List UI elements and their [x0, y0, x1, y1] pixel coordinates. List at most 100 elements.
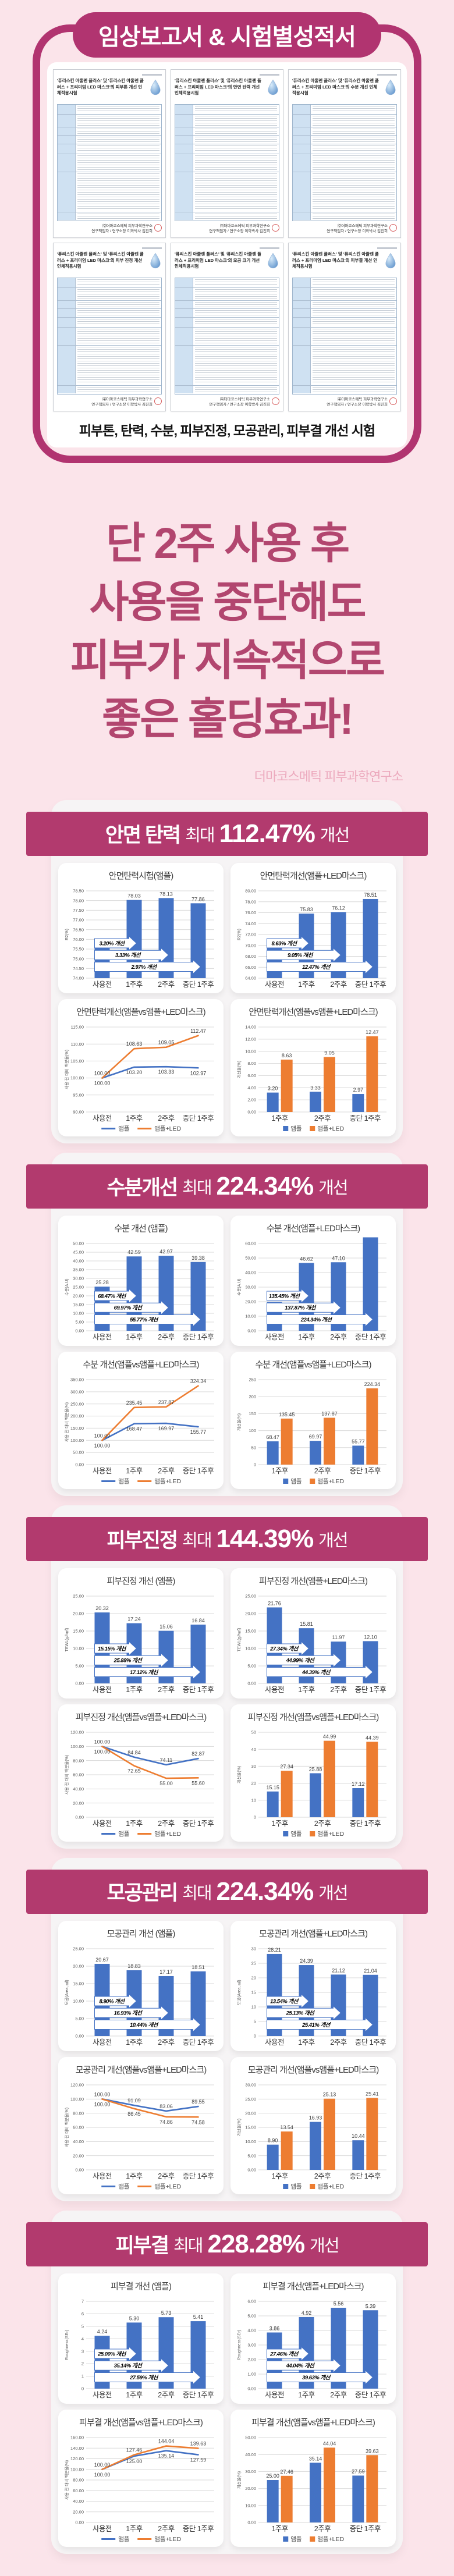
doc-table-row — [58, 143, 161, 154]
report-document: '퓨리스킨 아줄렌 플러스' 및 '퓨리스킨 아줄렌 플러스 + 프리미엄 LE… — [288, 243, 401, 411]
doc-table — [175, 104, 279, 221]
doc-row-label — [175, 212, 194, 221]
chart-title: 수분 개선(앰플+LED마스크) — [266, 1223, 360, 1234]
doc-head: '퓨리스킨 아줄렌 플러스' 및 '퓨리스킨 아줄렌 플러스 + 프리미엄 LE… — [175, 78, 279, 101]
chart-panel: 수분 개선 (앰플) 0.00 5.00 10.00 15.00 20.00 25.00 30… — [58, 1215, 224, 1346]
doc-table-row — [293, 385, 396, 394]
chart-panel: 피부진정 개선(앰플vs앰플+LED마스크) 0 10 20 30 40 50 개선율(%) 1… — [230, 1704, 396, 1842]
doc-table-row — [58, 127, 161, 136]
svg-text:0.00: 0.00 — [75, 1462, 84, 1467]
group-bar-chart: 0 10 20 30 40 50 개선율(%) 1주후 2주후 중단 1주후 15.15 25.88 1… — [236, 1729, 386, 1838]
svg-text:20: 20 — [251, 1975, 256, 1980]
svg-text:사용전: 사용전 — [93, 1114, 112, 1122]
svg-text:39.63: 39.63 — [366, 2448, 379, 2454]
svg-text:R2(%): R2(%) — [65, 929, 69, 940]
doc-row-content — [313, 173, 395, 211]
section-header: 피부결 최대 228.28% 개선 — [26, 2222, 428, 2266]
doc-code-mark — [260, 247, 279, 249]
doc-row-content — [195, 329, 277, 344]
doc-row-content — [195, 310, 277, 316]
svg-text:1: 1 — [81, 2374, 84, 2379]
doc-row-label — [293, 328, 311, 345]
chart-panel: 피부진정 개선(앰플vs앰플+LED마스크) 0.00 20.00 40.00 60.0… — [58, 1704, 224, 1842]
svg-text:7: 7 — [81, 2298, 84, 2304]
doc-table-row — [58, 154, 161, 172]
doc-table-row — [58, 171, 161, 212]
doc-row-label — [175, 278, 194, 288]
svg-text:35.00: 35.00 — [73, 1267, 84, 1272]
svg-text:중단 1주후: 중단 1주후 — [355, 1333, 386, 1341]
svg-text:90.00: 90.00 — [73, 1109, 84, 1114]
doc-row-label — [58, 288, 76, 301]
svg-text:60.00: 60.00 — [73, 2124, 84, 2130]
section-header-name: 피부결 — [115, 2234, 169, 2257]
section-header-tail: 개선 — [318, 1531, 348, 1550]
stamp-icon — [389, 223, 397, 232]
section-header-mid: 최대 — [182, 1531, 212, 1550]
doc-row-content — [313, 310, 395, 316]
section-header: 모공관리 최대 224.34% 개선 — [26, 1869, 428, 1914]
svg-text:75.83: 75.83 — [300, 907, 313, 912]
doc-footer-org: ㈜더마코스메틱 피부과학연구소 — [337, 397, 388, 401]
report-document: '퓨리스킨 아줄렌 플러스' 및 '퓨리스킨 아줄렌 플러스 + 프리미엄 LE… — [53, 243, 166, 411]
doc-row-content — [77, 137, 159, 143]
water-drop-icon — [384, 79, 397, 98]
chart-panel: 안면탄력개선(앰플vs앰플+LED마스크) 90.00 95.00 100.00 105… — [58, 999, 224, 1136]
svg-text:10.00: 10.00 — [245, 2503, 256, 2508]
svg-text:60.00: 60.00 — [245, 1241, 256, 1246]
svg-text:150.00: 150.00 — [70, 1426, 84, 1431]
svg-text:1주후: 1주후 — [126, 2391, 142, 2399]
doc-footer-org: ㈜더마코스메틱 피부과학연구소 — [219, 223, 270, 228]
svg-text:100.00: 100.00 — [70, 1075, 84, 1081]
svg-text:30.00: 30.00 — [245, 2469, 256, 2474]
doc-row-content — [195, 214, 277, 219]
svg-text:17.12% 개선: 17.12% 개선 — [130, 1668, 159, 1675]
section-header-tail: 개선 — [318, 1884, 348, 1903]
doc-row-content — [313, 318, 395, 326]
doc-table-row — [58, 308, 161, 317]
svg-text:35.14: 35.14 — [309, 2456, 322, 2461]
doc-table-row — [58, 327, 161, 345]
section-header-mid: 최대 — [173, 2236, 203, 2255]
chart-title: 피부결 개선(앰플vs앰플+LED마스크) — [79, 2417, 203, 2428]
svg-text:5.00: 5.00 — [75, 2016, 84, 2021]
doc-row-content — [195, 289, 277, 300]
doc-row-label — [175, 154, 194, 172]
svg-text:중단 1주후: 중단 1주후 — [350, 1820, 381, 1828]
test-items-caption: 피부톤, 탄력, 수분, 피부진정, 모공관리, 피부결 개선 시험 — [79, 423, 375, 438]
svg-text:100.00: 100.00 — [94, 2471, 111, 2477]
doc-row-content — [77, 318, 159, 326]
water-drop-icon — [267, 253, 279, 272]
section-header-tail: 개선 — [320, 826, 350, 845]
svg-text:2주후: 2주후 — [158, 980, 174, 989]
svg-text:78.51: 78.51 — [364, 891, 377, 897]
svg-text:78.00: 78.00 — [245, 899, 256, 904]
svg-text:앰플: 앰플 — [290, 2183, 302, 2190]
doc-row-label — [58, 301, 76, 309]
svg-text:20.00: 20.00 — [73, 2509, 84, 2514]
chart-panel: 피부결 개선(앰플+LED마스크) 0.00 1.00 2.00 3.00 4.00 5.0… — [230, 2273, 396, 2404]
svg-text:68.47: 68.47 — [266, 1434, 279, 1440]
svg-text:18.83: 18.83 — [127, 1963, 141, 1969]
svg-text:15.06: 15.06 — [159, 1623, 173, 1629]
doc-table-row — [175, 135, 279, 144]
chart-title: 모공관리 개선(앰플vs앰플+LED마스크) — [247, 2065, 379, 2075]
svg-text:40.00: 40.00 — [73, 1786, 84, 1791]
svg-text:5.00: 5.00 — [75, 1319, 84, 1324]
doc-row-content — [195, 137, 277, 143]
group-bar-chart: 0 50 100 150 200 250 개선율(%) 1주후 2주후 중단 1주후 68.47 69… — [236, 1377, 386, 1485]
doc-row-label — [175, 345, 194, 386]
svg-text:42.59: 42.59 — [127, 1249, 141, 1255]
svg-text:12.47: 12.47 — [366, 1029, 379, 1035]
svg-text:1.00: 1.00 — [247, 2371, 256, 2376]
svg-text:2.00: 2.00 — [247, 2357, 256, 2362]
svg-text:0.00: 0.00 — [247, 1328, 256, 1333]
section-header-value: 224.34% — [216, 1877, 314, 1906]
doc-row-label — [293, 144, 311, 154]
svg-text:2주후: 2주후 — [158, 2391, 174, 2399]
svg-text:55.77% 개선: 55.77% 개선 — [130, 1316, 159, 1323]
doc-row-label — [175, 105, 194, 115]
report-badge: 임상보고서 & 시험별성적서 — [73, 12, 381, 58]
doc-table-row — [58, 135, 161, 144]
svg-text:89.55: 89.55 — [191, 2099, 205, 2105]
